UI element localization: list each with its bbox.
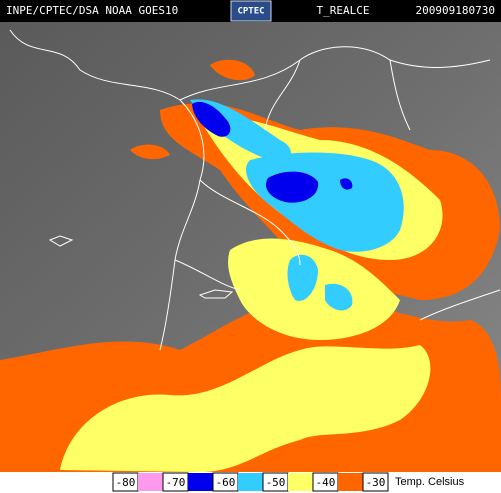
cloud-region — [130, 144, 170, 160]
cloud-region — [210, 59, 255, 81]
cloud-tops — [0, 59, 501, 472]
legend-label: -70 — [166, 476, 186, 489]
color-legend: -80 -70 -60 -50 -40 -30 — [112, 472, 389, 492]
legend-swatch — [338, 473, 363, 491]
legend-swatch — [238, 473, 263, 491]
cloud-region — [192, 101, 231, 137]
cloud-region — [228, 238, 400, 340]
timestamp: 200909180730 — [416, 4, 495, 17]
legend-swatch — [188, 473, 213, 491]
logo-box — [230, 0, 272, 22]
logo: CPTEC — [237, 7, 264, 17]
source-label: INPE/CPTEC/DSA NOAA GOES10 — [6, 4, 178, 17]
cloud-region — [265, 171, 319, 203]
legend-label: -60 — [216, 476, 236, 489]
legend-unit: Temp. Celsius — [395, 476, 465, 488]
legend-swatch — [138, 473, 163, 491]
cloud-region — [287, 254, 318, 301]
cloud-region — [340, 178, 353, 190]
borders — [9, 29, 501, 351]
legend-label: -40 — [316, 476, 336, 489]
legend-label: -80 — [116, 476, 136, 489]
cloud-region — [325, 283, 353, 311]
legend-label: -30 — [366, 476, 386, 489]
legend-label: -50 — [266, 476, 286, 489]
cloud-region — [60, 345, 431, 472]
legend-label-box — [362, 472, 389, 492]
legend-swatch — [288, 473, 313, 491]
product-label: T_REALCE — [317, 4, 370, 17]
